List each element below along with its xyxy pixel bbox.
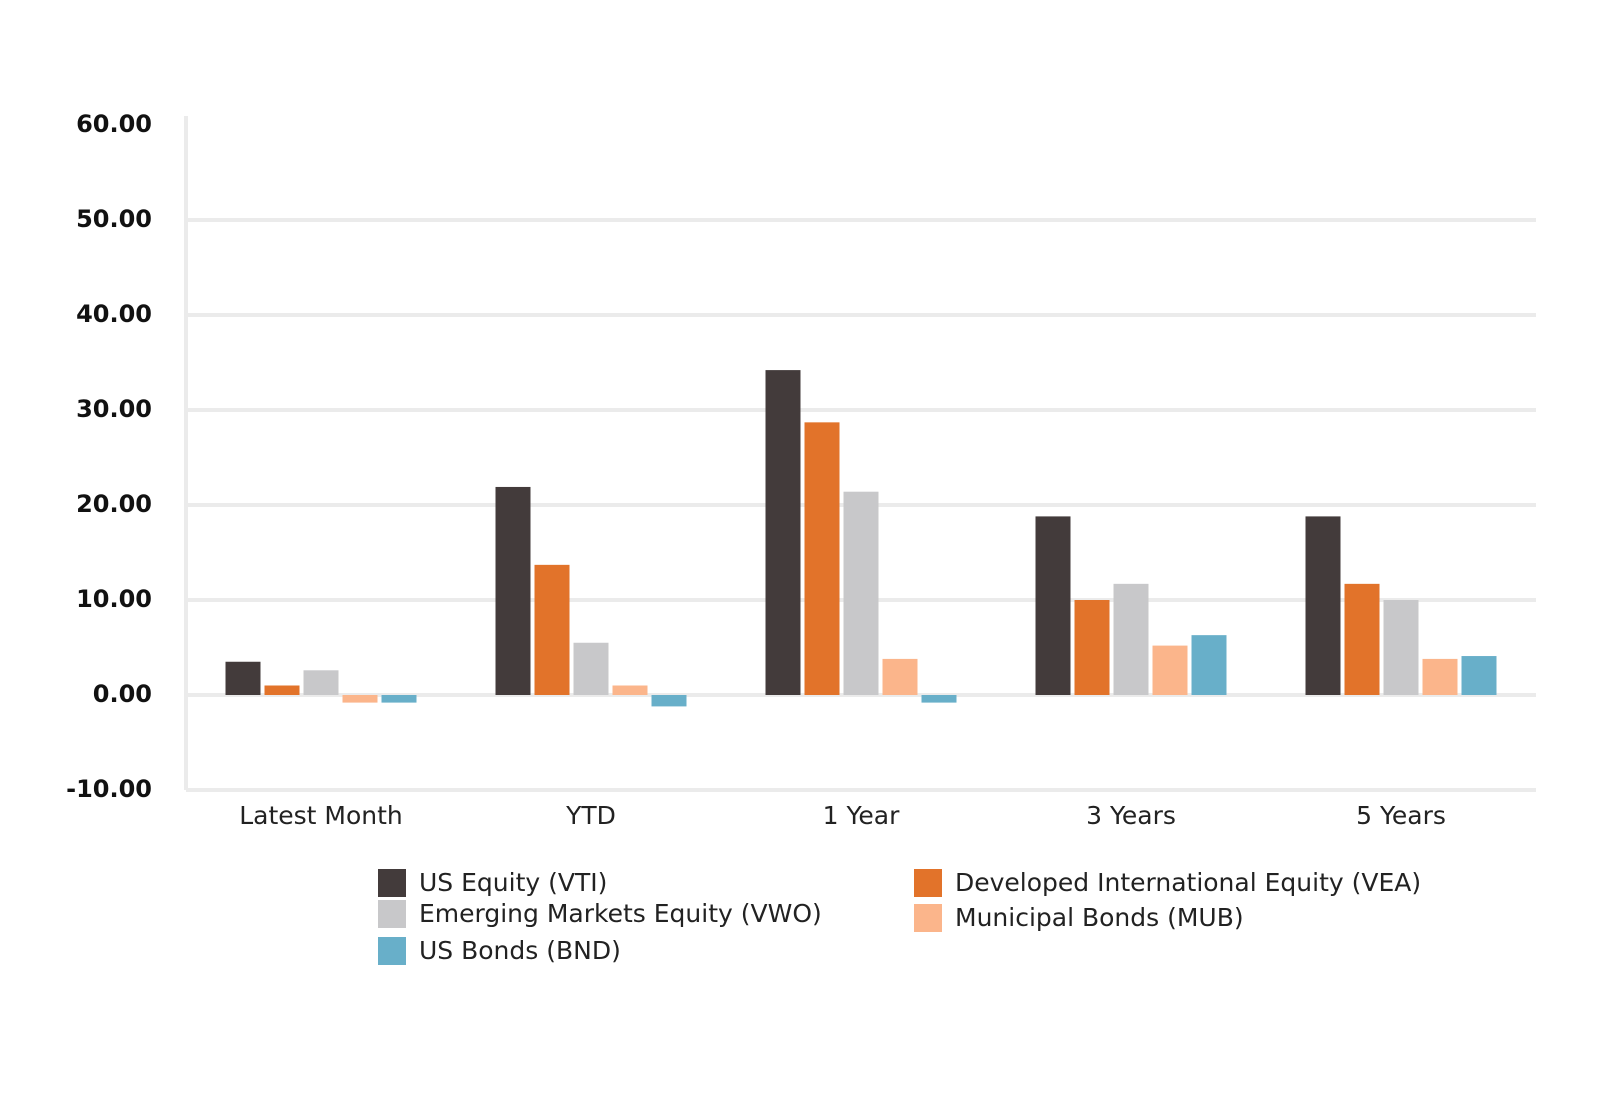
legend-swatch bbox=[378, 868, 406, 897]
legend-item: Developed International Equity (VEA) bbox=[914, 868, 1421, 897]
bar bbox=[612, 685, 648, 695]
legend: US Equity (VTI) Developed International E… bbox=[378, 868, 1478, 978]
legend-label: US Bonds (BND) bbox=[419, 936, 621, 965]
bar bbox=[921, 695, 957, 703]
bar bbox=[765, 370, 801, 695]
bar bbox=[651, 695, 687, 707]
bar bbox=[1191, 635, 1227, 695]
bar bbox=[495, 486, 531, 695]
bar bbox=[1305, 516, 1341, 695]
legend-item: Emerging Markets Equity (VWO) bbox=[378, 899, 822, 928]
bar bbox=[1422, 658, 1458, 695]
y-axis-ticks: 60.00 50.00 40.00 30.00 20.00 10.00 0.00 -10.00 bbox=[66, 110, 152, 803]
bar bbox=[1113, 583, 1149, 695]
legend-label: Emerging Markets Equity (VWO) bbox=[419, 899, 822, 928]
legend-label: Municipal Bonds (MUB) bbox=[955, 903, 1244, 932]
x-tick-label: YTD bbox=[565, 801, 616, 830]
bar bbox=[1461, 656, 1497, 695]
bar bbox=[1152, 645, 1188, 695]
bar bbox=[1383, 600, 1419, 695]
bar bbox=[882, 658, 918, 695]
bar bbox=[573, 642, 609, 695]
legend-label: Developed International Equity (VEA) bbox=[955, 868, 1422, 897]
bar bbox=[303, 670, 339, 695]
legend-item: US Equity (VTI) bbox=[378, 868, 607, 897]
bar bbox=[534, 564, 570, 695]
bar bbox=[1074, 600, 1110, 695]
y-tick-label: 30.00 bbox=[76, 395, 152, 423]
legend-swatch bbox=[378, 899, 406, 928]
legend-swatch bbox=[914, 868, 942, 897]
x-axis-ticks: Latest Month YTD 1 Year 3 Years 5 Years bbox=[239, 801, 1446, 830]
bar bbox=[843, 491, 879, 695]
y-tick-label: 0.00 bbox=[93, 680, 152, 708]
legend-swatch bbox=[378, 936, 406, 965]
y-tick-label: 20.00 bbox=[76, 490, 152, 518]
y-tick-label: 60.00 bbox=[76, 110, 152, 138]
bar bbox=[804, 422, 840, 695]
legend-swatch bbox=[914, 903, 942, 932]
bar bbox=[225, 661, 261, 695]
x-tick-label: 5 Years bbox=[1356, 801, 1446, 830]
y-tick-label: 10.00 bbox=[76, 585, 152, 613]
bar bbox=[1344, 583, 1380, 695]
bar bbox=[264, 685, 300, 695]
legend-label: US Equity (VTI) bbox=[419, 868, 608, 897]
y-tick-label: 40.00 bbox=[76, 300, 152, 328]
x-tick-label: 1 Year bbox=[823, 801, 901, 830]
bar bbox=[1035, 516, 1071, 695]
legend-item: Municipal Bonds (MUB) bbox=[914, 903, 1244, 932]
bar bbox=[381, 695, 417, 703]
y-tick-label: -10.00 bbox=[66, 775, 152, 803]
x-tick-label: 3 Years bbox=[1086, 801, 1176, 830]
bar bbox=[342, 695, 378, 703]
legend-item: US Bonds (BND) bbox=[378, 936, 621, 965]
bars bbox=[225, 370, 1497, 707]
y-tick-label: 50.00 bbox=[76, 205, 152, 233]
x-tick-label: Latest Month bbox=[239, 801, 403, 830]
